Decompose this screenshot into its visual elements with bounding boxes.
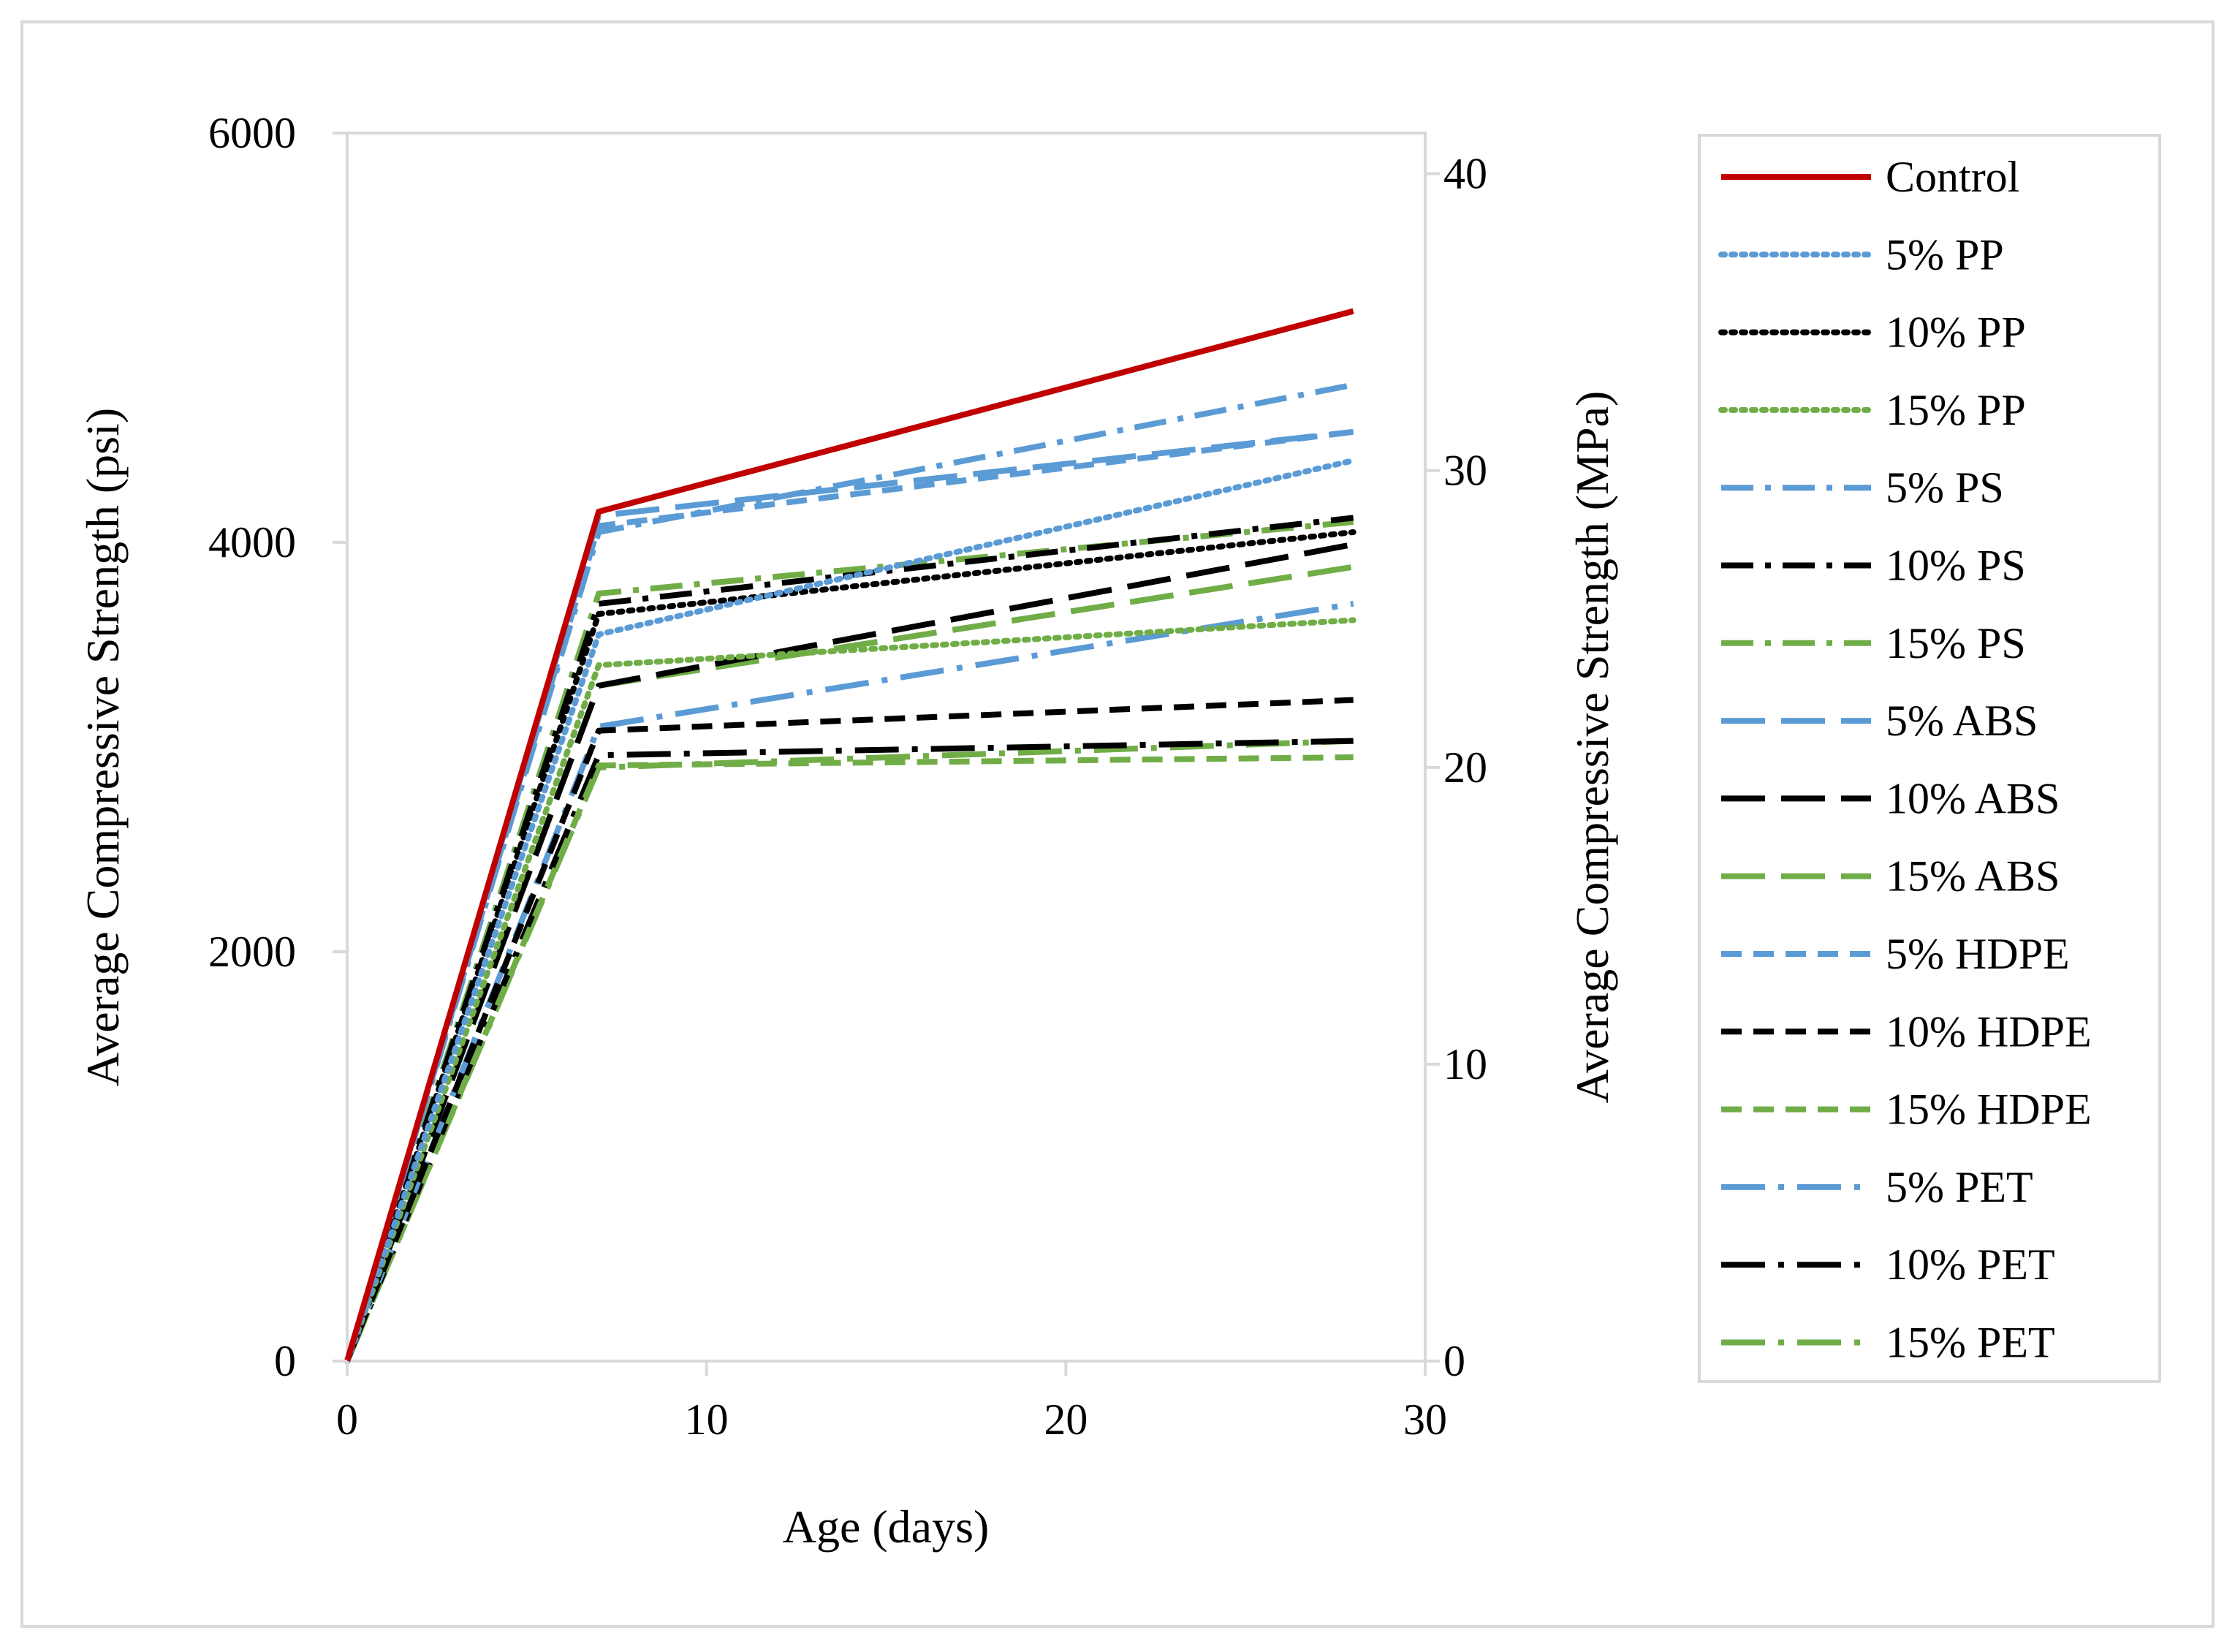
y2-tick-label: 20 xyxy=(1443,743,1487,792)
legend-label-5-abs: 5% ABS xyxy=(1886,697,2038,745)
x-tick-label: 30 xyxy=(1403,1395,1447,1444)
legend-label-10-hdpe: 10% HDPE xyxy=(1886,1007,2092,1056)
series-line-10-pp xyxy=(344,529,1356,1364)
y-axis-title: Average Compressive Strength (psi) xyxy=(77,408,129,1086)
y-tick-label: 6000 xyxy=(208,109,296,157)
legend-label-10-pet: 10% PET xyxy=(1886,1240,2055,1289)
y2-axis-title: Average Compressive Strength (MPa) xyxy=(1566,391,1618,1104)
x-axis-title: Age (days) xyxy=(783,1501,990,1553)
series-line-10-pet xyxy=(344,738,1354,1363)
legend-label-control: Control xyxy=(1886,153,2019,201)
y2-tick-label: 10 xyxy=(1443,1040,1487,1088)
x-tick-label: 20 xyxy=(1044,1395,1088,1444)
legend-label-5-ps: 5% PS xyxy=(1886,463,2004,512)
series-line-5-ps xyxy=(344,382,1354,1363)
legend-label-5-pp: 5% PP xyxy=(1886,230,2004,279)
x-tick-label: 10 xyxy=(685,1395,729,1444)
legend-label-5-pet: 5% PET xyxy=(1886,1163,2033,1211)
legend-label-5-hdpe: 5% HDPE xyxy=(1886,930,2070,978)
tick-layer: 0 10 20 30 0 2000 4000 6000 0 10 20 30 40 xyxy=(208,109,1487,1444)
legend-label-10-ps: 10% PS xyxy=(1886,542,2026,590)
legend: Control 5% PP 10% PP 15% PP 5% PS 10% PS 15% P… xyxy=(1718,153,2092,1367)
legend-label-15-hdpe: 15% HDPE xyxy=(1886,1085,2092,1134)
series-line-5-pp xyxy=(344,458,1356,1364)
y2-tick-label: 30 xyxy=(1443,447,1487,495)
series-line-control xyxy=(344,308,1354,1363)
y-tick-label: 0 xyxy=(274,1337,296,1385)
legend-box xyxy=(1698,134,2161,1383)
legend-label-15-abs: 15% ABS xyxy=(1886,852,2060,901)
plot-area xyxy=(346,132,1427,1363)
legend-label-15-ps: 15% PS xyxy=(1886,619,2026,667)
y2-tick-label: 0 xyxy=(1443,1337,1465,1385)
y-tick-label: 2000 xyxy=(208,928,296,976)
legend-label-10-abs: 10% ABS xyxy=(1886,774,2060,822)
legend-label-15-pet: 15% PET xyxy=(1886,1319,2055,1367)
y2-tick-label: 40 xyxy=(1443,150,1487,198)
y-tick-label: 4000 xyxy=(208,518,296,567)
x-tick-label: 0 xyxy=(336,1395,358,1444)
legend-label-15-pp: 15% PP xyxy=(1886,386,2026,434)
series-line-15-hdpe xyxy=(344,754,1354,1363)
series-line-15-pp xyxy=(344,617,1356,1364)
series-layer xyxy=(344,308,1356,1364)
series-line-10-hdpe xyxy=(344,697,1354,1363)
legend-label-10-pp: 10% PP xyxy=(1886,308,2026,357)
